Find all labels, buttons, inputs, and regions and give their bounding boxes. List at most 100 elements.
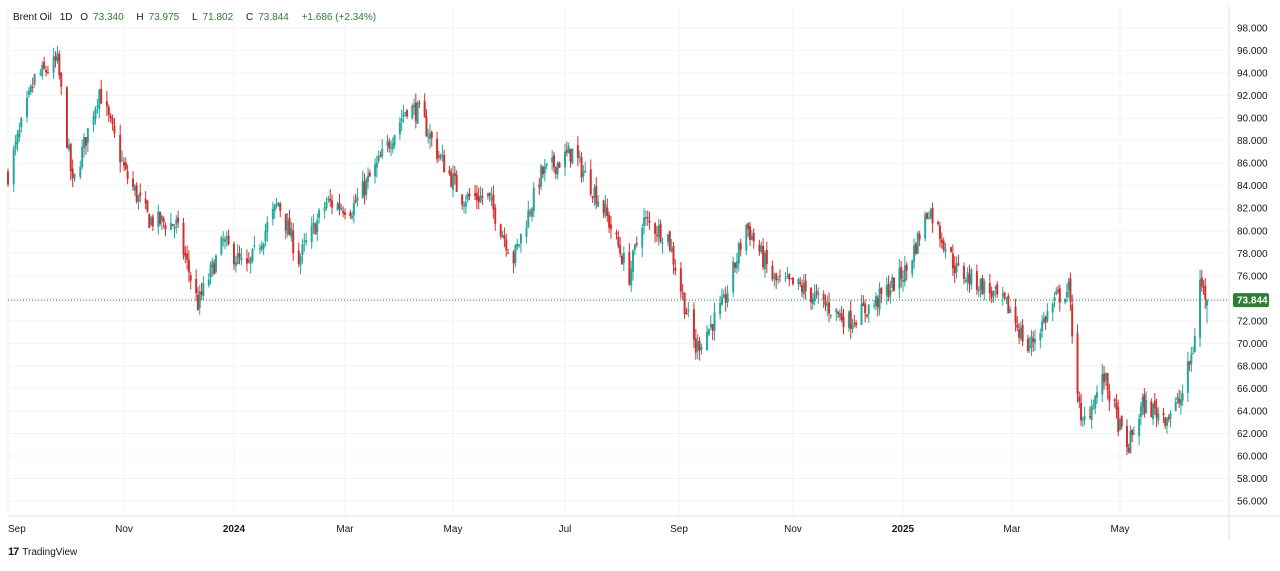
candle <box>1005 297 1008 304</box>
candle <box>253 235 256 250</box>
candle-body <box>567 146 570 154</box>
candle <box>926 212 929 220</box>
candle <box>543 159 546 182</box>
candle <box>286 212 289 237</box>
candle <box>213 259 216 275</box>
candle-body <box>811 298 814 305</box>
candle-body <box>1153 400 1156 409</box>
y-tick-label: 72.000 <box>1237 316 1268 327</box>
candle-body <box>466 193 469 200</box>
candle-body <box>316 219 319 233</box>
last-price-tag-bg <box>1233 293 1269 308</box>
candle <box>184 246 187 264</box>
candle <box>1141 393 1144 416</box>
candle-body <box>507 252 510 254</box>
candle <box>1028 336 1031 353</box>
legend-interval[interactable]: 1D <box>59 12 73 23</box>
candle <box>811 292 814 310</box>
candle <box>329 189 332 207</box>
candle-body <box>516 243 519 247</box>
candle <box>342 206 345 218</box>
candle-body <box>144 198 147 204</box>
candle <box>388 137 391 153</box>
candle <box>1169 410 1172 428</box>
candle <box>817 287 820 304</box>
candle-body <box>1078 396 1081 402</box>
candle-body <box>439 155 442 159</box>
candle <box>1078 391 1081 409</box>
candle-body <box>905 264 908 271</box>
candle <box>198 284 201 316</box>
candle-body <box>1176 396 1179 400</box>
candle <box>1152 403 1155 426</box>
candle-body <box>957 263 960 265</box>
candle <box>312 214 315 234</box>
candle <box>595 177 598 209</box>
candle-body <box>207 279 210 286</box>
candle-body <box>494 207 497 224</box>
candle <box>874 292 877 311</box>
y-tick-label: 92.000 <box>1237 91 1268 102</box>
candle <box>416 100 419 125</box>
candle <box>368 169 371 177</box>
candle <box>1081 416 1084 428</box>
candle-body <box>519 233 522 244</box>
y-tick-label: 80.000 <box>1237 226 1268 237</box>
candle <box>81 139 84 170</box>
x-axis[interactable]: Sep Nov 2024 Mar May Jul Sep Nov 2025 Mar May <box>8 524 1129 535</box>
candle <box>1053 292 1056 308</box>
candle <box>468 187 471 201</box>
tradingview-brand[interactable]: 17 TradingView <box>8 546 77 558</box>
candle <box>1131 428 1134 443</box>
candle-body <box>885 285 888 296</box>
candle <box>455 170 458 192</box>
y-axis[interactable]: 56.000 58.000 60.000 62.000 64.000 66.000 68.0… <box>1237 24 1268 508</box>
candle-body <box>771 265 774 280</box>
candle <box>234 255 237 273</box>
candle-body <box>838 312 841 318</box>
candle-body <box>503 235 506 239</box>
candle-body <box>679 268 682 292</box>
candle <box>1094 394 1097 415</box>
candle-body <box>654 223 657 234</box>
candle-body <box>604 204 607 216</box>
candle-body <box>1162 412 1165 416</box>
candle <box>27 87 30 99</box>
candle-body <box>632 250 635 272</box>
candle-body <box>1186 361 1189 393</box>
candle <box>1095 385 1098 404</box>
candle <box>957 254 960 267</box>
candle <box>1069 272 1072 311</box>
candle-body <box>565 150 568 153</box>
candle <box>1204 278 1207 309</box>
candle <box>264 223 267 247</box>
candle-body <box>668 231 671 250</box>
candle <box>98 88 101 119</box>
candle-body <box>1204 285 1207 300</box>
candle <box>615 229 618 240</box>
candle <box>597 195 600 208</box>
candle-body <box>635 243 638 245</box>
candle <box>609 216 612 239</box>
candle-body <box>666 234 669 242</box>
candle <box>1018 323 1021 344</box>
candle <box>1009 306 1012 314</box>
candle <box>950 246 953 253</box>
candle-body <box>752 232 755 242</box>
candle <box>885 277 888 305</box>
candle <box>619 236 622 258</box>
candle <box>464 194 467 215</box>
candle <box>944 242 947 259</box>
candle <box>828 292 831 323</box>
candle <box>251 248 254 264</box>
candle-body <box>1127 447 1130 453</box>
candle-body <box>416 102 419 124</box>
candle <box>109 113 112 123</box>
candle-body <box>889 290 892 296</box>
candle-body <box>195 278 198 294</box>
candle <box>657 218 660 246</box>
candle <box>635 236 638 248</box>
legend-symbol[interactable]: Brent Oil <box>13 12 52 23</box>
